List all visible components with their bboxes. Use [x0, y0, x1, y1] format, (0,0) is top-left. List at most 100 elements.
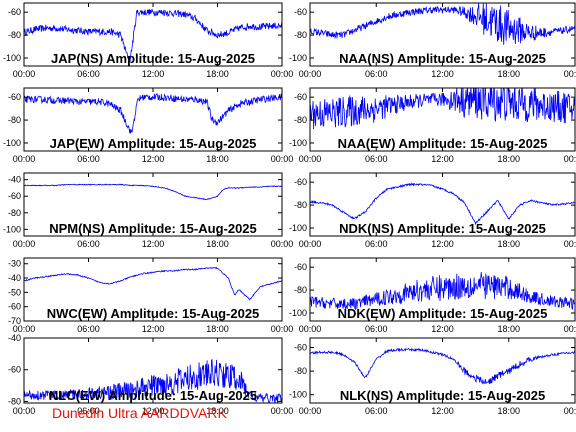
y-tick-label: -60 [294, 342, 307, 352]
x-tick-label: 00:00 [564, 324, 576, 334]
x-tick-label: 00:00 [564, 69, 576, 79]
y-tick-label: -70 [8, 316, 21, 326]
x-tick-label: 06:00 [77, 154, 100, 164]
chart-panel-2: -60 -80 -100 00:00 06:00 12:00 18:00 00:00 JAP(E… [3, 87, 294, 164]
series-trace [310, 3, 575, 45]
y-tick-label: -100 [289, 138, 307, 148]
x-tick-label: 00:00 [271, 324, 294, 334]
x-tick-label: 12:00 [142, 324, 165, 334]
x-tick-label: 18:00 [497, 406, 520, 416]
x-tick-label: 12:00 [431, 239, 454, 249]
y-tick-label: -80 [294, 285, 307, 295]
y-tick-label: -100 [3, 53, 21, 63]
y-tick-label: -80 [8, 208, 21, 218]
x-tick-label: 06:00 [77, 406, 100, 416]
chart-title: NPM(NS) Amplitude: 15-Aug-2025 [49, 221, 257, 236]
chart-title: NWC(EW) Amplitude: 15-Aug-2025 [47, 306, 260, 321]
y-tick-label: -60 [8, 302, 21, 312]
x-tick-label: 12:00 [142, 154, 165, 164]
x-tick-label: 18:00 [497, 154, 520, 164]
y-tick-label: -100 [3, 224, 21, 234]
chart-title: JAP(EW) Amplitude: 15-Aug-2025 [50, 136, 257, 151]
y-tick-label: -100 [289, 53, 307, 63]
x-tick-label: 06:00 [77, 239, 100, 249]
x-tick-label: 06:00 [77, 324, 100, 334]
x-tick-label: 06:00 [365, 239, 388, 249]
x-tick-label: 12:00 [142, 406, 165, 416]
x-tick-label: 00:00 [299, 324, 322, 334]
series-trace [310, 88, 575, 130]
y-tick-label: -100 [3, 138, 21, 148]
y-tick-label: -40 [8, 175, 21, 185]
y-tick-label: -80 [294, 200, 307, 210]
x-tick-label: 06:00 [77, 69, 100, 79]
y-tick-label: -30 [8, 259, 21, 269]
chart-title: NLK(NS) Amplitude: 15-Aug-2025 [340, 388, 545, 403]
y-tick-label: -60 [8, 191, 21, 201]
x-tick-label: 00:00 [271, 239, 294, 249]
x-tick-label: 18:00 [206, 154, 229, 164]
x-tick-label: 12:00 [142, 69, 165, 79]
y-tick-label: -60 [294, 262, 307, 272]
chart-title: NAA(EW) Amplitude: 15-Aug-2025 [338, 136, 548, 151]
chart-panel-3: -60 -80 -100 00:00 06:00 12:00 18:00 00:00 NAA(E… [289, 87, 576, 164]
x-tick-label: 00:00 [564, 154, 576, 164]
y-tick-label: -100 [289, 390, 307, 400]
chart-panel-0: -60 -80 -100 00:00 06:00 12:00 18:00 00:00 JAP(N… [3, 2, 294, 79]
x-tick-label: 00:00 [13, 406, 36, 416]
chart-title: NLC(EW) Amplitude: 15-Aug-2025 [49, 388, 257, 403]
chart-title: NDK(NS) Amplitude: 15-Aug-2025 [339, 221, 546, 236]
chart-panel-4: -40 -60 -80 -100 00:00 06:00 12:00 18:00 00:00 NP… [3, 172, 294, 249]
x-tick-label: 00:00 [13, 69, 36, 79]
x-tick-label: 00:00 [299, 69, 322, 79]
x-tick-label: 12:00 [431, 324, 454, 334]
x-tick-label: 00:00 [13, 154, 36, 164]
x-tick-label: 06:00 [365, 324, 388, 334]
series-trace [24, 92, 282, 134]
chart-panel-5: -60 -80 -100 00:00 06:00 12:00 18:00 00:00 NDK(N… [289, 172, 576, 249]
series-trace [24, 266, 282, 301]
x-tick-label: 00:00 [13, 324, 36, 334]
x-tick-label: 00:00 [13, 239, 36, 249]
x-tick-label: 06:00 [365, 406, 388, 416]
x-tick-label: 06:00 [365, 69, 388, 79]
chart-panel-1: -60 -80 -100 00:00 06:00 12:00 18:00 00:00 NAA(N… [289, 2, 576, 79]
x-tick-label: 12:00 [431, 406, 454, 416]
y-tick-label: -60 [294, 177, 307, 187]
series-trace [24, 359, 282, 403]
x-tick-label: 00:00 [271, 69, 294, 79]
chart-title: NAA(NS) Amplitude: 15-Aug-2025 [339, 51, 546, 66]
x-tick-label: 00:00 [271, 154, 294, 164]
chart-title: JAP(NS) Amplitude: 15-Aug-2025 [51, 51, 255, 66]
y-tick-label: -60 [8, 92, 21, 102]
y-tick-label: -80 [8, 30, 21, 40]
x-tick-label: 12:00 [431, 154, 454, 164]
x-tick-label: 00:00 [271, 406, 294, 416]
x-tick-label: 18:00 [206, 324, 229, 334]
series-trace [310, 182, 575, 226]
x-tick-label: 18:00 [497, 239, 520, 249]
y-tick-label: -60 [8, 365, 21, 375]
x-tick-label: 18:00 [206, 69, 229, 79]
x-tick-label: 18:00 [206, 239, 229, 249]
x-tick-label: 00:00 [299, 239, 322, 249]
x-tick-label: 00:00 [564, 406, 576, 416]
series-trace [24, 183, 282, 201]
y-tick-label: -40 [8, 333, 21, 343]
chart-panel-9: -60 -80 -100 00:00 06:00 12:00 18:00 00:00 NLK(N… [289, 337, 576, 416]
footer-caption: Dunedin Ultra AARDDVARK [52, 405, 227, 421]
series-trace [24, 8, 282, 61]
y-tick-label: -100 [289, 223, 307, 233]
y-tick-label: -80 [8, 396, 21, 406]
x-tick-label: 00:00 [299, 406, 322, 416]
x-tick-label: 00:00 [299, 154, 322, 164]
x-tick-label: 12:00 [142, 239, 165, 249]
y-tick-label: -40 [8, 273, 21, 283]
series-trace [310, 347, 575, 385]
x-tick-label: 00:00 [564, 239, 576, 249]
y-tick-label: -50 [8, 287, 21, 297]
y-tick-label: -60 [294, 7, 307, 17]
